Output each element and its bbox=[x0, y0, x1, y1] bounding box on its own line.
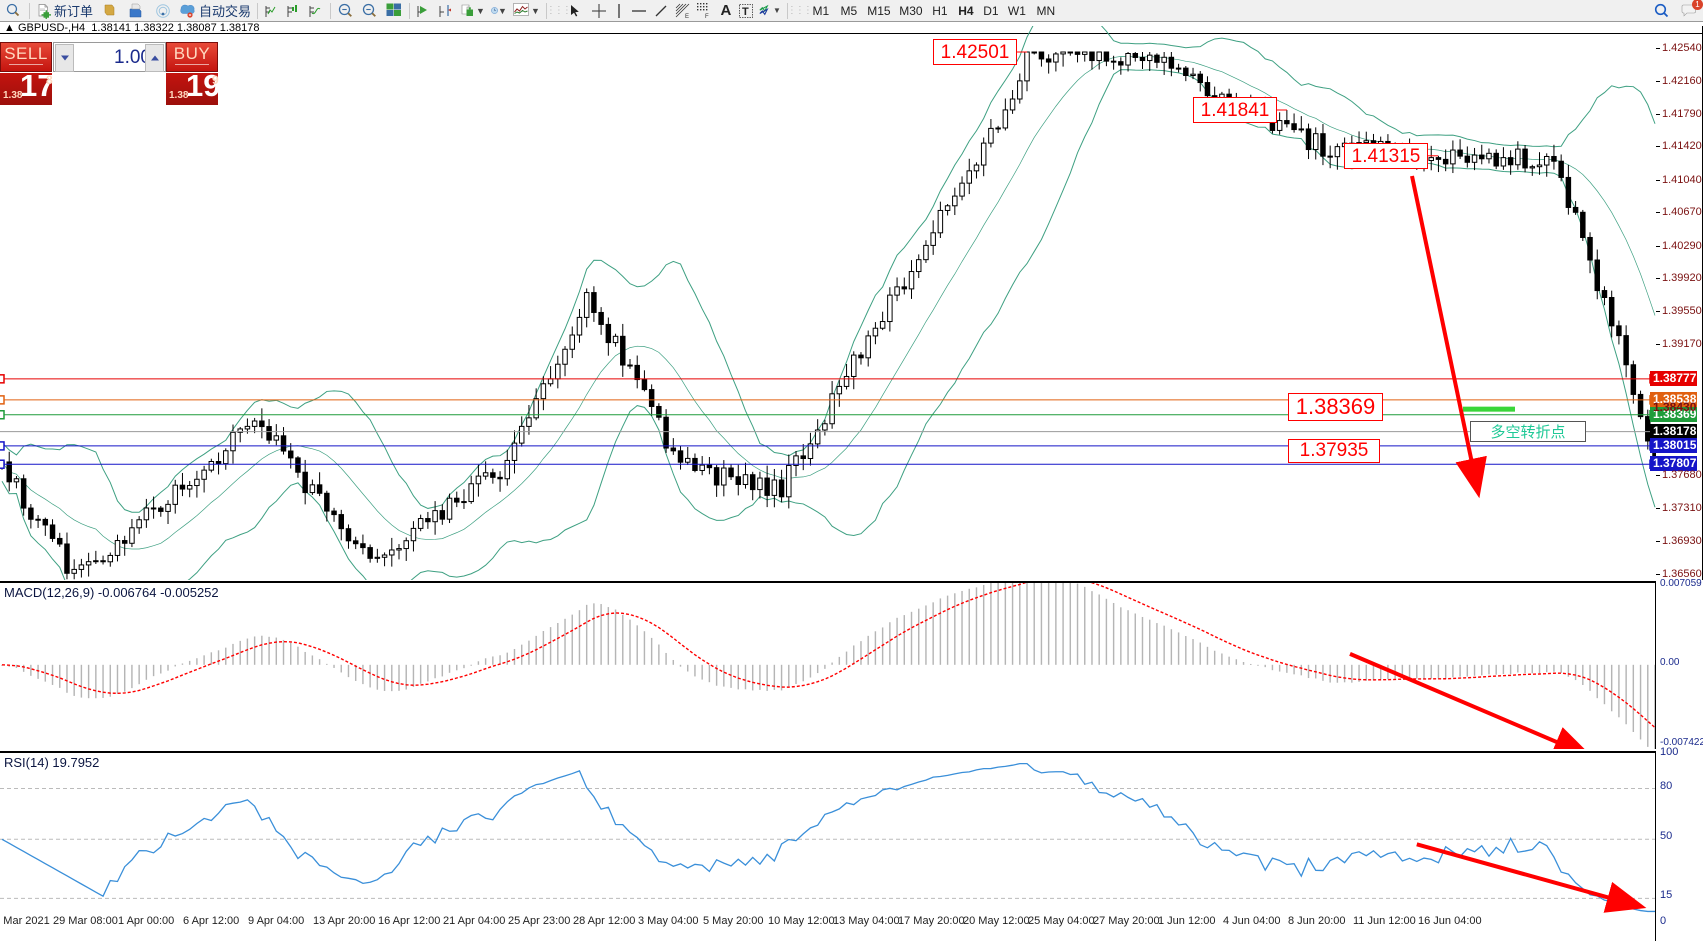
svg-text:E: E bbox=[685, 14, 689, 19]
svg-text:F: F bbox=[705, 14, 709, 19]
svg-text:T: T bbox=[742, 6, 749, 18]
